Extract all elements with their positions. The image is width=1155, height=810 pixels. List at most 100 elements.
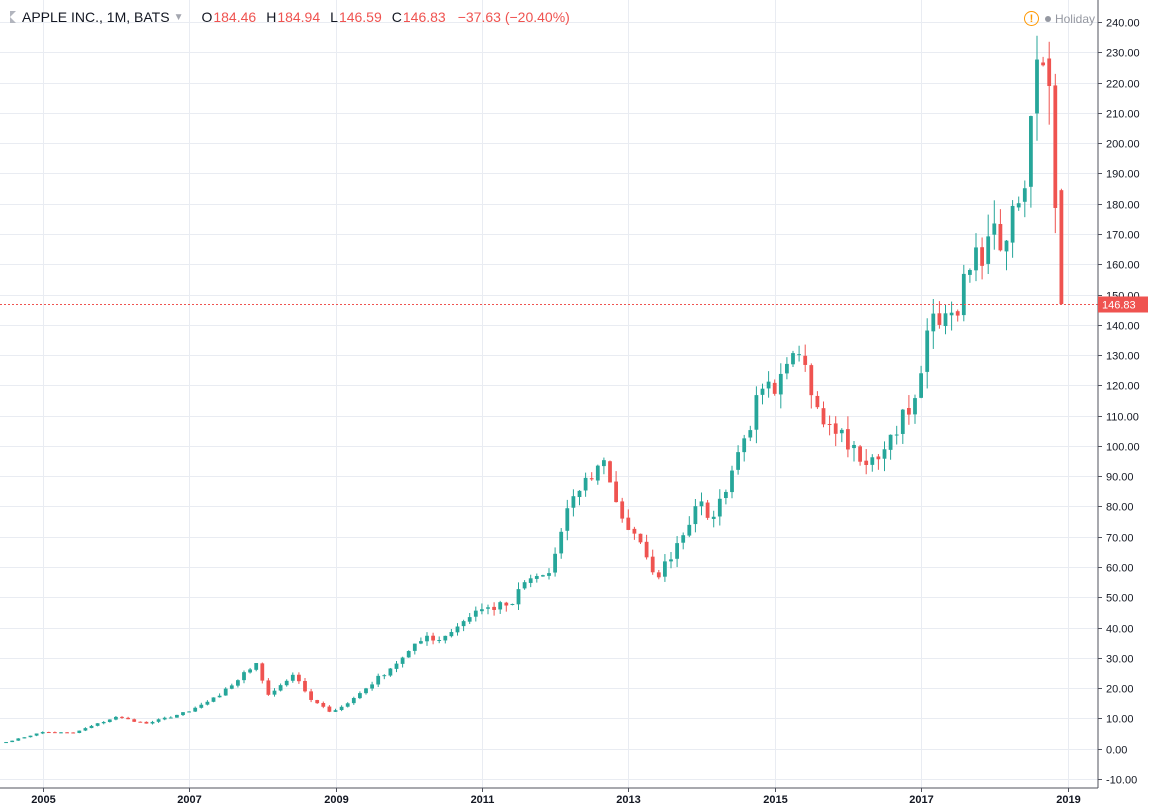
candle-body <box>589 478 594 480</box>
candle <box>89 724 94 729</box>
price-tick-label: 100.00 <box>1106 442 1140 454</box>
candle-body <box>211 697 216 702</box>
time-tick-label: 2009 <box>324 794 348 806</box>
candle <box>425 632 429 646</box>
candle <box>766 371 771 398</box>
candle <box>705 499 710 520</box>
candle <box>272 688 277 697</box>
candle <box>760 383 765 405</box>
candle <box>364 687 368 695</box>
candle <box>333 708 338 713</box>
candle-body <box>528 578 533 583</box>
price-tick-label: 20.00 <box>1106 684 1134 696</box>
candle <box>839 428 844 443</box>
candle-body <box>345 703 350 707</box>
candle-body <box>114 716 118 720</box>
candle-body <box>486 607 490 609</box>
candle-body <box>681 535 686 543</box>
candle <box>107 719 112 723</box>
candle <box>34 733 39 737</box>
time-tick-label: 2017 <box>909 794 933 806</box>
candle <box>577 490 582 506</box>
candle-body <box>961 273 966 316</box>
candle-body <box>236 680 240 686</box>
candle <box>101 721 106 725</box>
candle <box>675 536 679 568</box>
candle-body <box>217 695 222 698</box>
candle <box>46 731 51 734</box>
price-tick-label: 120.00 <box>1106 381 1140 393</box>
candle <box>181 712 185 716</box>
candle <box>656 569 661 580</box>
candle-body <box>833 423 838 434</box>
candle-body <box>229 685 234 689</box>
candle-body <box>339 706 344 711</box>
price-tick-label: 110.00 <box>1106 412 1139 424</box>
candle <box>65 732 69 734</box>
candle-body <box>406 651 411 658</box>
candle-body <box>663 561 667 577</box>
symbol-title[interactable]: APPLE INC., 1M, BATS <box>22 9 170 25</box>
candle-body <box>827 423 832 425</box>
candle-body <box>791 353 795 365</box>
price-tick-label: 30.00 <box>1106 654 1134 666</box>
time-axis[interactable]: 2005 2007 2009 2011 2013 2015 2017 2019 <box>0 787 1098 806</box>
candle <box>602 457 606 475</box>
candle <box>199 702 204 709</box>
candle-body <box>467 617 472 622</box>
time-tick-label: 2019 <box>1056 794 1080 806</box>
price-tick-label: 80.00 <box>1106 502 1134 514</box>
candle <box>40 731 45 735</box>
candle-body <box>638 533 643 543</box>
candle <box>278 683 283 692</box>
candle <box>284 679 289 687</box>
candle <box>309 688 313 703</box>
price-tick-label: 180.00 <box>1106 200 1140 212</box>
candle-body <box>1047 58 1052 87</box>
candle-body <box>907 408 911 415</box>
candle-body <box>882 449 887 459</box>
candle-body <box>766 381 771 389</box>
candle-body <box>16 738 21 741</box>
candle-body <box>888 434 893 450</box>
candle-body <box>425 635 429 642</box>
time-tick-label: 2011 <box>471 794 495 806</box>
candle <box>339 705 344 712</box>
chevron-down-icon[interactable]: ▼ <box>173 11 184 23</box>
candle-body <box>364 688 368 694</box>
candle <box>681 532 686 550</box>
candle-body <box>284 680 289 686</box>
candle <box>961 264 966 322</box>
candle <box>473 606 478 622</box>
price-axis[interactable]: 240.00 230.00 220.00 210.00 200.00 190.00 180.… <box>1097 0 1140 788</box>
candle <box>724 489 728 505</box>
price-tick-label: 50.00 <box>1106 593 1134 605</box>
candle <box>968 268 972 283</box>
candle <box>1010 200 1015 258</box>
candle <box>242 670 246 684</box>
candle-body <box>711 516 716 519</box>
candle <box>730 465 734 499</box>
candle <box>83 727 88 732</box>
warning-icon[interactable]: ! <box>1023 11 1039 26</box>
candle <box>394 660 399 673</box>
candle <box>748 425 753 442</box>
candle <box>1022 180 1027 218</box>
market-status[interactable]: ! Holiday <box>1023 11 1095 26</box>
candle-body <box>382 675 387 677</box>
candle-body <box>632 528 637 534</box>
candle-body <box>974 247 978 271</box>
candle <box>168 716 173 719</box>
candle <box>351 696 356 705</box>
candle-body <box>1016 203 1021 208</box>
candle-body <box>492 606 496 610</box>
candle <box>900 408 905 444</box>
candle-body <box>778 373 783 395</box>
candle <box>785 357 789 380</box>
candle <box>638 533 643 544</box>
candle <box>516 582 521 610</box>
candle <box>406 650 411 658</box>
price-tick-label: 140.00 <box>1106 321 1140 333</box>
candle <box>791 350 795 367</box>
